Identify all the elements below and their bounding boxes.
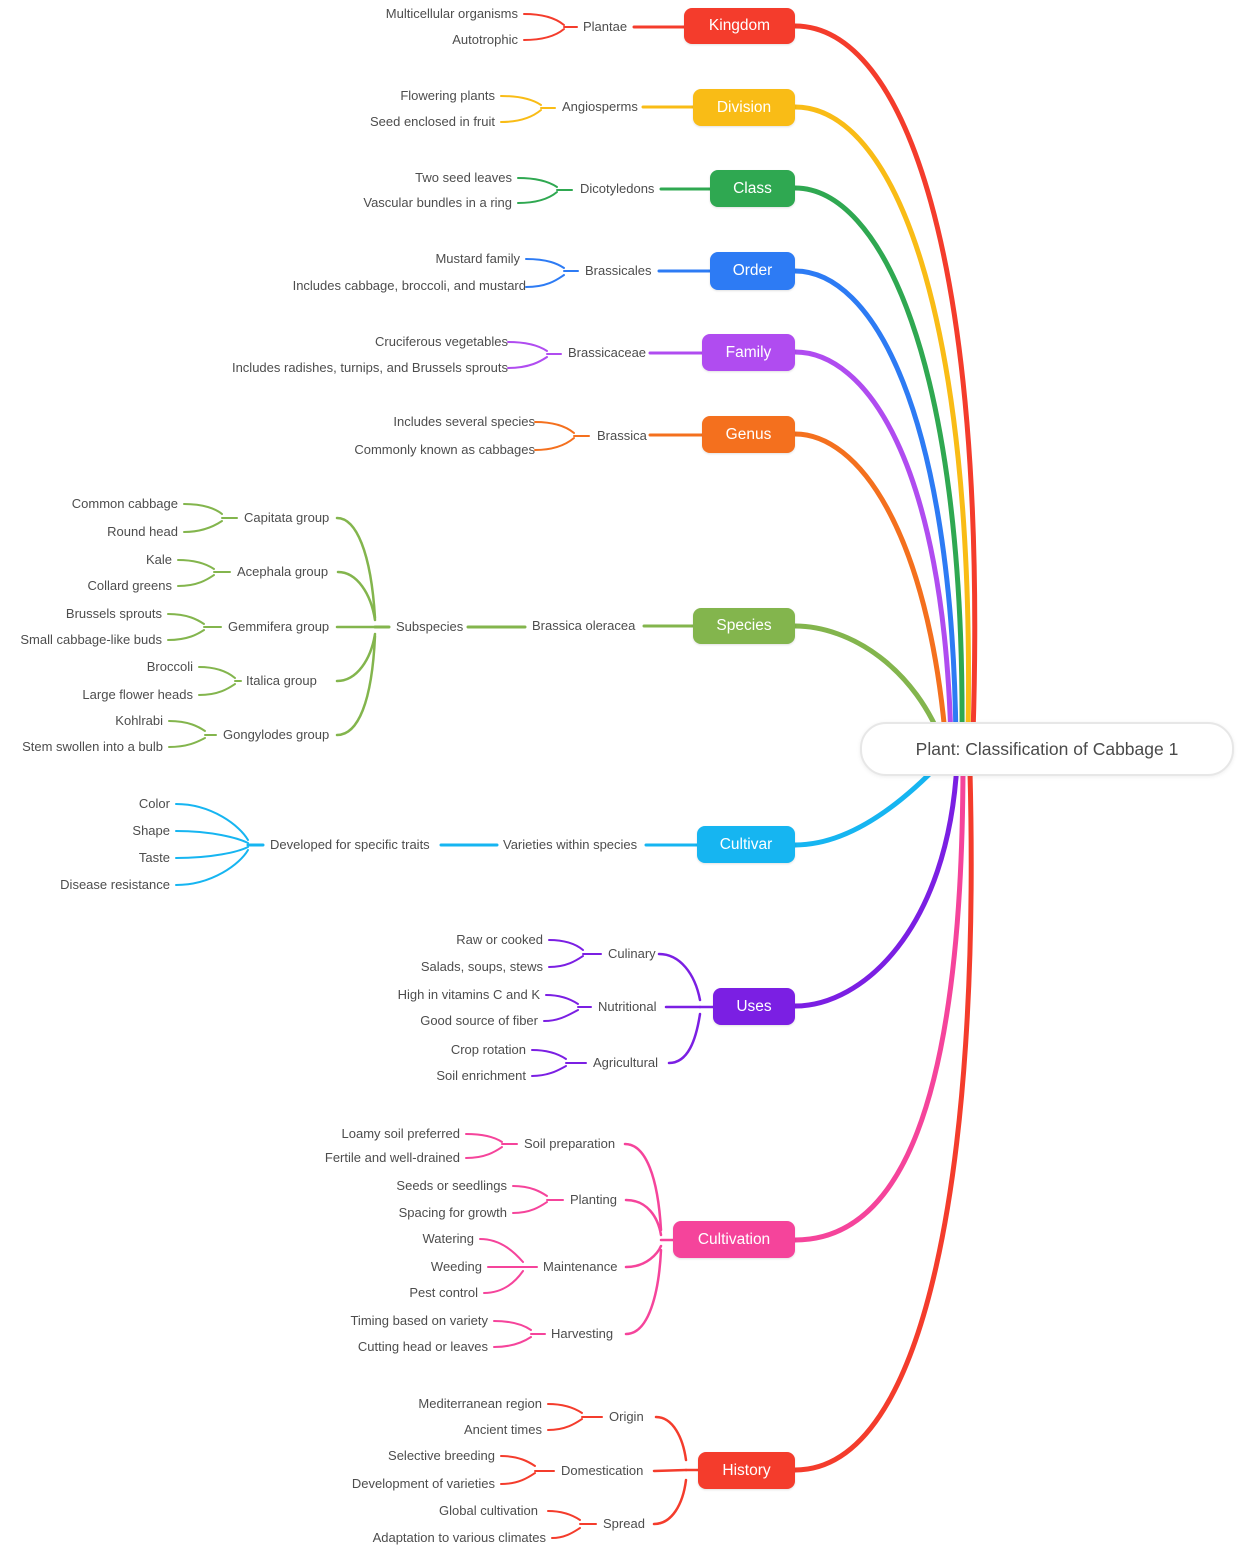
species-group1-label[interactable]: Capitata group [244,510,330,525]
cultivar-node-traits[interactable]: Developed for specific traits [270,837,430,852]
species-group1-leaf-2[interactable]: Round head [107,524,178,539]
family-leaf-2[interactable]: Includes radishes, turnips, and Brussels… [231,360,508,375]
species-group2-leaf-2[interactable]: Collard greens [87,578,172,593]
order-leaf-1[interactable]: Mustard family [435,251,520,266]
genus-leaf-2[interactable]: Commonly known as cabbages [354,442,535,457]
species-group3-leaf-2[interactable]: Small cabbage-like buds [20,632,162,647]
history-origin-label[interactable]: Origin [609,1409,644,1424]
cultivation-planting-label[interactable]: Planting [570,1192,617,1207]
division-box[interactable]: Division [693,89,795,126]
division-leaf-1[interactable]: Flowering plants [400,88,495,103]
cultivation-maintenance-leaf-1[interactable]: Watering [422,1231,474,1246]
cultivation-harvesting-label[interactable]: Harvesting [551,1326,614,1341]
genus-box[interactable]: Genus [702,416,795,453]
division-leaf-2[interactable]: Seed enclosed in fruit [369,114,495,129]
uses-culinary-leaf-2[interactable]: Salads, soups, stews [420,959,543,974]
cultivation-soil-label[interactable]: Soil preparation [524,1136,616,1151]
class-leaf-2[interactable]: Vascular bundles in a ring [363,195,512,210]
root-node[interactable]: Plant: Classification of Cabbage 1 [860,722,1234,776]
cultivar-leaf-shape[interactable]: Shape [132,823,170,838]
species-group5-label[interactable]: Gongylodes group [223,727,330,742]
cultivation-maintenance-leaf-2[interactable]: Weeding [430,1259,482,1274]
history-domestication-leaf-2[interactable]: Development of varieties [351,1476,495,1491]
cultivation-soil-leaf-1[interactable]: Loamy soil preferred [341,1126,461,1141]
history-domestication-label[interactable]: Domestication [561,1463,644,1478]
species-group2-leaf-1[interactable]: Kale [145,552,172,567]
history-domestication-leaf-1[interactable]: Selective breeding [388,1448,495,1463]
cultivation-maintenance-leaf-3[interactable]: Pest control [409,1285,478,1300]
history-spread-leaf-2[interactable]: Adaptation to various climates [372,1530,546,1545]
cultivar-leaf-color[interactable]: Color [138,796,170,811]
cultivation-maintenance-label[interactable]: Maintenance [543,1259,618,1274]
cultivation-harvesting-leaf-1[interactable]: Timing based on variety [350,1313,488,1328]
cultivar-box[interactable]: Cultivar [697,826,795,863]
cultivation-harvesting-leaf-2[interactable]: Cutting head or leaves [357,1339,488,1354]
species-group5-leaf-1[interactable]: Kohlrabi [115,713,163,728]
cultivation-soil-leaf-2[interactable]: Fertile and well-drained [324,1150,460,1165]
order-box[interactable]: Order [710,252,795,290]
family-node-brassicaceae[interactable]: Brassicaceae [568,345,647,360]
division-node-angiosperms[interactable]: Angiosperms [562,99,638,114]
family-leaf-1[interactable]: Cruciferous vegetables [375,334,508,349]
genus-node-brassica[interactable]: Brassica [597,428,647,443]
species-group5-leaf-2[interactable]: Stem swollen into a bulb [22,739,163,754]
history-origin-leaf-2[interactable]: Ancient times [463,1422,542,1437]
cultivar-node-varieties[interactable]: Varieties within species [503,837,638,852]
family-box[interactable]: Family [702,334,795,371]
species-group4-leaf-2[interactable]: Large flower heads [82,687,193,702]
history-box[interactable]: History [698,1452,795,1489]
order-leaf-2[interactable]: Includes cabbage, broccoli, and mustard [292,278,526,293]
kingdom-box[interactable]: Kingdom [684,8,795,44]
species-node-subspecies[interactable]: Subspecies [396,619,464,634]
species-group3-label[interactable]: Gemmifera group [228,619,330,634]
kingdom-leaf-1[interactable]: Multicellular organisms [385,6,518,21]
uses-culinary-leaf-1[interactable]: Raw or cooked [456,932,543,947]
kingdom-node-plantae[interactable]: Plantae [583,19,628,34]
cultivar-leaf-taste[interactable]: Taste [138,850,170,865]
species-box[interactable]: Species [693,608,795,644]
kingdom-leaf-2[interactable]: Autotrophic [452,32,518,47]
uses-agricultural-label[interactable]: Agricultural [593,1055,659,1070]
species-node-brassica-oleracea[interactable]: Brassica oleracea [532,618,636,633]
cultivation-planting-leaf-2[interactable]: Spacing for growth [398,1205,507,1220]
cultivar-leaf-disease-resistance[interactable]: Disease resistance [60,877,170,892]
history-spread-leaf-1[interactable]: Global cultivation [439,1503,538,1518]
species-group3-leaf-1[interactable]: Brussels sprouts [65,606,162,621]
history-origin-leaf-1[interactable]: Mediterranean region [418,1396,542,1411]
cultivation-box[interactable]: Cultivation [673,1221,795,1258]
history-spread-label[interactable]: Spread [603,1516,645,1531]
uses-agricultural-leaf-1[interactable]: Crop rotation [450,1042,526,1057]
class-node-dicotyledons[interactable]: Dicotyledons [580,181,655,196]
species-group1-leaf-1[interactable]: Common cabbage [71,496,178,511]
species-group4-leaf-1[interactable]: Broccoli [146,659,193,674]
uses-nutritional-leaf-1[interactable]: High in vitamins C and K [397,987,540,1002]
class-leaf-1[interactable]: Two seed leaves [415,170,512,185]
species-group2-label[interactable]: Acephala group [237,564,329,579]
cultivation-planting-leaf-1[interactable]: Seeds or seedlings [396,1178,507,1193]
species-group4-label[interactable]: Italica group [246,673,317,688]
uses-nutritional-label[interactable]: Nutritional [598,999,657,1014]
uses-box[interactable]: Uses [713,988,795,1025]
uses-culinary-label[interactable]: Culinary [608,946,656,961]
uses-agricultural-leaf-2[interactable]: Soil enrichment [436,1068,526,1083]
uses-nutritional-leaf-2[interactable]: Good source of fiber [420,1013,538,1028]
genus-leaf-1[interactable]: Includes several species [393,414,535,429]
class-box[interactable]: Class [710,170,795,207]
order-node-brassicales[interactable]: Brassicales [585,263,652,278]
